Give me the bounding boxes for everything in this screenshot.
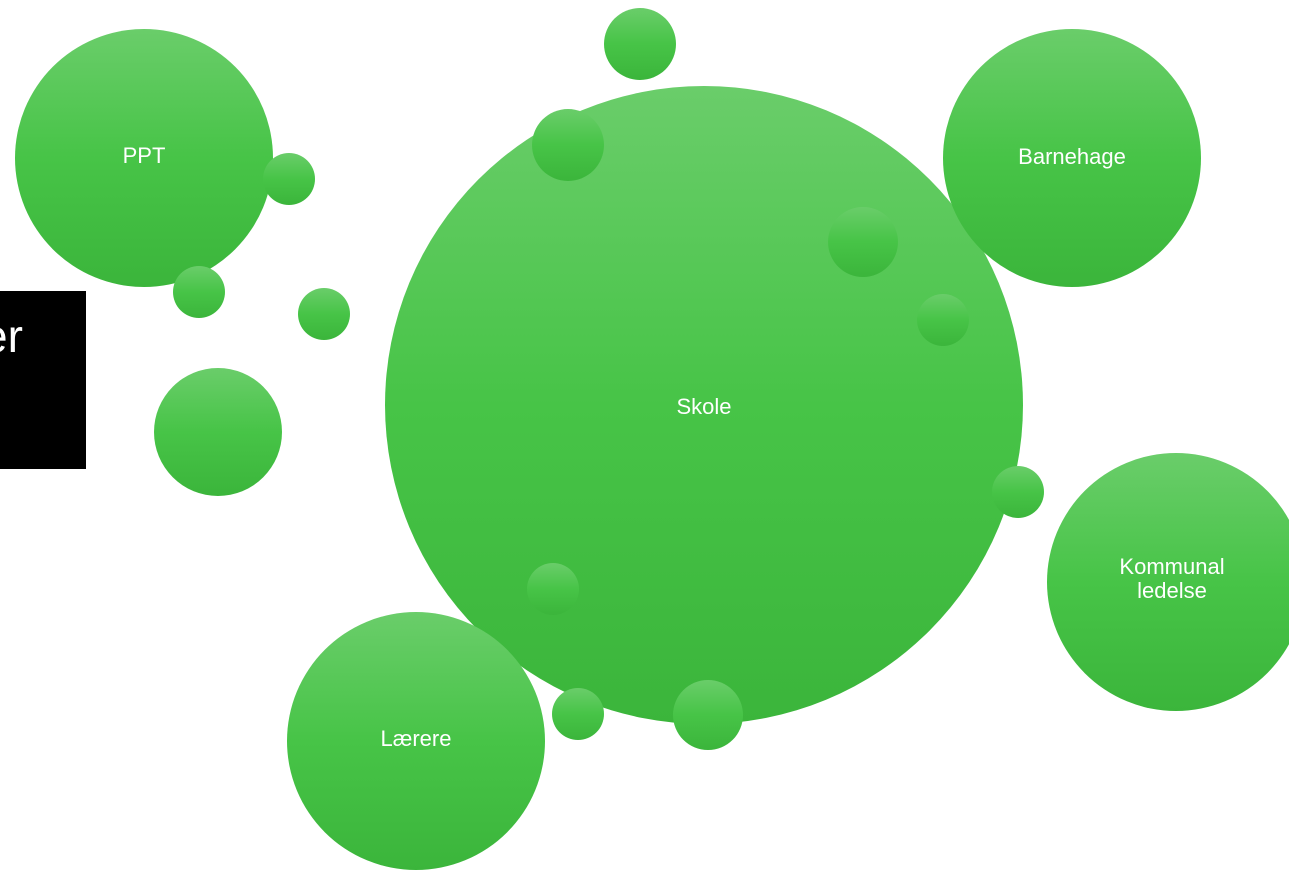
barnehage-label: Barnehage: [1018, 143, 1126, 169]
laerere-bubble: Lærere: [287, 612, 545, 870]
connector-bubble: [604, 8, 676, 80]
connector-bubble: [263, 153, 315, 205]
laerere-label: Lærere: [380, 725, 452, 751]
connector-bubble: [828, 207, 898, 277]
connector-bubble: [532, 109, 604, 181]
connector-bubble: [298, 288, 350, 340]
connector-bubble: [173, 266, 225, 318]
skole-label: Skole: [676, 393, 732, 419]
ppt-label: PPT: [122, 142, 166, 168]
partial-title: er: [0, 310, 23, 362]
connector-bubble: [527, 563, 579, 615]
kommunal-ledelse-bubble: Kommunal ledelse: [1047, 453, 1289, 711]
side-panel: er: [0, 291, 86, 469]
unlabeled-bubble: [154, 368, 282, 496]
connector-bubble: [992, 466, 1044, 518]
kommunal-ledelse-label: Kommunal ledelse: [1119, 553, 1225, 603]
skole-bubble: Skole: [385, 86, 1023, 724]
connector-bubble: [552, 688, 604, 740]
connector-bubble: [917, 294, 969, 346]
barnehage-bubble: Barnehage: [943, 29, 1201, 287]
ppt-bubble: PPT: [15, 29, 273, 287]
connector-bubble: [673, 680, 743, 750]
